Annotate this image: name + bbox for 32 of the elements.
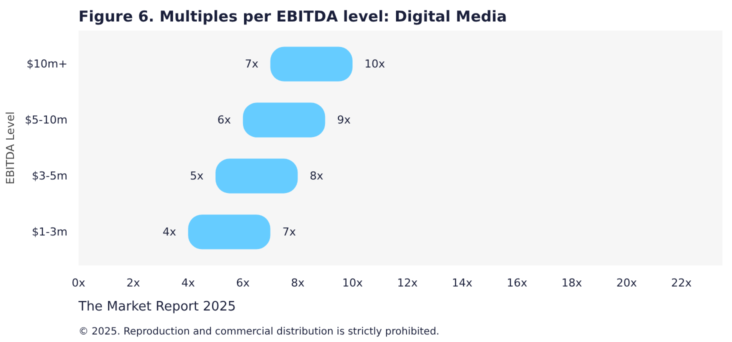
x-tick-label: 12x: [397, 276, 418, 290]
y-axis-title: EBITDA Level: [4, 112, 17, 184]
annotation: 7x: [244, 58, 259, 71]
text: © 2025. Reproduction and commercial distribution is strictly prohibited.: [78, 326, 440, 338]
x-tick-label: 22x: [671, 276, 692, 290]
x-tick-label: 14x: [452, 276, 473, 290]
x-tick-label: 0x: [72, 276, 86, 290]
annotation: 9x: [337, 114, 352, 127]
x-tick-label: 18x: [562, 276, 583, 290]
x-tick-label: 4x: [181, 276, 196, 290]
y-tick-label: $5-10m: [24, 114, 68, 127]
x-tick-label: 8x: [290, 276, 305, 290]
x-tick-label: 16x: [506, 276, 528, 290]
x-tick-label: 20x: [616, 276, 638, 290]
text: The Market Report 2025: [78, 300, 236, 314]
bar: [216, 158, 298, 194]
x-tick-label: 2x: [126, 276, 141, 290]
chart-title: Figure 6. Multiples per EBITDA level: Digital Media: [78, 8, 507, 26]
annotation: 4x: [162, 225, 177, 238]
x-tick-label: 10x: [342, 276, 364, 290]
annotation: 7x: [282, 225, 296, 238]
y-tick-label: $3-5m: [32, 169, 68, 182]
bar: [270, 46, 353, 82]
y-tick-label: $10m+: [26, 58, 68, 71]
annotation: 6x: [217, 114, 232, 127]
annotation: 5x: [190, 169, 204, 182]
annotation: 8x: [310, 169, 324, 182]
y-tick-label: $1-3m: [32, 225, 68, 238]
annotation: 10x: [364, 58, 386, 71]
bar: [242, 102, 326, 138]
bar: [188, 214, 270, 250]
x-tick-label: 6x: [236, 276, 250, 290]
